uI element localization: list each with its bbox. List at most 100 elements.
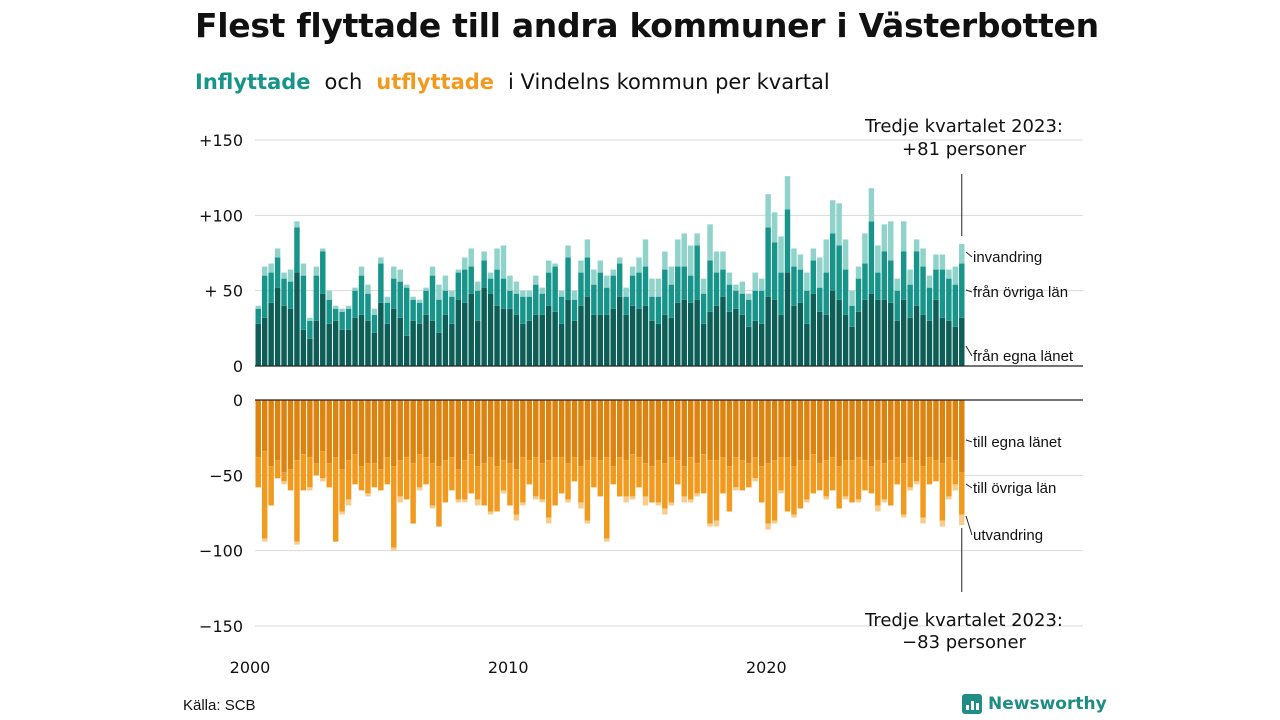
bar-out-utvandring bbox=[687, 499, 694, 503]
x-tick-label: 2010 bbox=[488, 658, 529, 677]
bar-out-till_egna_lanet bbox=[578, 400, 584, 467]
bar-in-fran_egna_lanet bbox=[533, 314, 539, 366]
bar-in-fran_egna_lanet bbox=[771, 299, 778, 366]
bar-out-till_ovriga_lan bbox=[403, 457, 410, 500]
bar-in-fran_ovriga_lan bbox=[752, 290, 758, 321]
bar-in-invandring bbox=[920, 248, 926, 267]
bar-in-fran_egna_lanet bbox=[946, 320, 952, 366]
bar-out-till_ovriga_lan bbox=[255, 457, 261, 488]
bar-out-till_egna_lanet bbox=[320, 400, 326, 452]
bar-in-fran_egna_lanet bbox=[500, 308, 507, 366]
bar-in-invandring bbox=[868, 188, 875, 222]
segment-leader bbox=[965, 483, 973, 489]
bar-out-till_egna_lanet bbox=[959, 400, 965, 473]
bar-out-till_ovriga_lan bbox=[545, 460, 552, 518]
bar-out-till_egna_lanet bbox=[668, 400, 675, 458]
bar-in-fran_egna_lanet bbox=[539, 314, 545, 366]
bar-in-invandring bbox=[403, 284, 410, 288]
bar-out-utvandring bbox=[487, 511, 494, 515]
bar-out-till_ovriga_lan bbox=[584, 460, 591, 521]
bar-out-till_egna_lanet bbox=[926, 400, 933, 458]
bar-out-utvandring bbox=[823, 496, 829, 500]
bar-in-fran_egna_lanet bbox=[371, 332, 378, 366]
bar-in-fran_egna_lanet bbox=[726, 311, 733, 366]
bar-out-till_ovriga_lan bbox=[365, 463, 371, 494]
bar-in-fran_egna_lanet bbox=[468, 293, 474, 366]
bar-in-fran_egna_lanet bbox=[423, 314, 429, 366]
bar-in-fran_egna_lanet bbox=[623, 314, 629, 366]
annotation-out_line2: −83 personer bbox=[902, 632, 1026, 653]
bar-out-till_egna_lanet bbox=[474, 400, 481, 467]
bar-out-till_egna_lanet bbox=[436, 400, 442, 467]
bar-in-fran_egna_lanet bbox=[429, 320, 436, 366]
bar-out-till_egna_lanet bbox=[545, 400, 552, 461]
bar-in-fran_ovriga_lan bbox=[429, 275, 436, 321]
bar-out-till_ovriga_lan bbox=[868, 466, 875, 494]
bar-out-till_egna_lanet bbox=[339, 400, 345, 470]
bar-in-invandring bbox=[900, 221, 907, 252]
segment-label-fran_ovriga_lan: från övriga län bbox=[973, 284, 1068, 301]
bar-in-invandring bbox=[629, 266, 636, 276]
bar-out-till_egna_lanet bbox=[875, 400, 881, 461]
bar-in-fran_ovriga_lan bbox=[733, 290, 739, 309]
bar-in-fran_egna_lanet bbox=[300, 329, 307, 366]
bar-in-invandring bbox=[662, 251, 668, 270]
bar-out-till_egna_lanet bbox=[584, 400, 591, 461]
bar-in-invandring bbox=[746, 293, 752, 300]
newsworthy-logo: Newsworthy bbox=[962, 694, 1107, 714]
bar-in-fran_egna_lanet bbox=[675, 302, 681, 366]
bar-in-fran_ovriga_lan bbox=[287, 281, 294, 309]
bar-out-till_egna_lanet bbox=[591, 400, 597, 458]
bar-in-fran_egna_lanet bbox=[378, 302, 384, 366]
bar-out-till_egna_lanet bbox=[261, 400, 268, 452]
bar-in-fran_egna_lanet bbox=[455, 299, 462, 366]
bar-out-till_egna_lanet bbox=[629, 400, 636, 455]
bar-in-fran_ovriga_lan bbox=[449, 296, 455, 324]
bar-in-fran_egna_lanet bbox=[313, 320, 320, 366]
bar-in-invandring bbox=[687, 245, 694, 276]
bar-out-till_ovriga_lan bbox=[836, 466, 842, 509]
bar-out-till_egna_lanet bbox=[313, 400, 320, 464]
bar-in-invandring bbox=[855, 266, 862, 279]
bar-in-invandring bbox=[707, 224, 713, 261]
bar-in-fran_ovriga_lan bbox=[468, 266, 474, 294]
bar-in-fran_egna_lanet bbox=[875, 299, 881, 366]
bar-in-fran_egna_lanet bbox=[565, 299, 571, 366]
bar-out-utvandring bbox=[565, 499, 571, 503]
bar-in-invandring bbox=[597, 260, 604, 273]
bar-in-fran_ovriga_lan bbox=[829, 233, 836, 291]
segment-label-till_egna_lanet: till egna länet bbox=[973, 434, 1062, 451]
bar-in-fran_egna_lanet bbox=[281, 305, 287, 366]
bar-out-till_egna_lanet bbox=[758, 400, 765, 467]
bar-in-invandring bbox=[274, 248, 281, 258]
bar-out-till_ovriga_lan bbox=[746, 463, 752, 488]
bar-in-invandring bbox=[526, 290, 533, 297]
bar-in-fran_egna_lanet bbox=[358, 314, 365, 366]
bar-in-fran_ovriga_lan bbox=[591, 284, 597, 315]
bar-out-utvandring bbox=[520, 502, 526, 506]
bar-out-till_ovriga_lan bbox=[739, 460, 746, 491]
bar-in-fran_ovriga_lan bbox=[307, 320, 313, 339]
bar-out-till_ovriga_lan bbox=[920, 466, 926, 518]
bar-out-till_egna_lanet bbox=[778, 400, 784, 458]
bar-out-till_egna_lanet bbox=[836, 400, 842, 467]
bar-out-till_ovriga_lan bbox=[784, 457, 791, 512]
bar-in-fran_ovriga_lan bbox=[436, 299, 442, 333]
bar-out-till_egna_lanet bbox=[662, 400, 668, 464]
bar-out-utvandring bbox=[791, 514, 797, 518]
bar-out-till_ovriga_lan bbox=[939, 463, 946, 521]
bar-in-fran_ovriga_lan bbox=[378, 263, 384, 303]
bar-in-fran_egna_lanet bbox=[481, 287, 487, 366]
bar-out-till_ovriga_lan bbox=[758, 466, 765, 503]
bar-out-till_ovriga_lan bbox=[623, 460, 629, 497]
bar-in-fran_ovriga_lan bbox=[552, 266, 558, 312]
bar-out-till_ovriga_lan bbox=[320, 451, 326, 479]
bar-in-fran_egna_lanet bbox=[862, 299, 868, 366]
bar-out-till_egna_lanet bbox=[307, 400, 313, 458]
subtitle-och: och bbox=[324, 70, 363, 94]
bar-in-fran_ovriga_lan bbox=[539, 293, 545, 315]
bar-out-till_egna_lanet bbox=[332, 400, 339, 458]
bar-in-fran_egna_lanet bbox=[487, 293, 494, 366]
bar-in-fran_egna_lanet bbox=[713, 305, 720, 366]
bar-out-till_egna_lanet bbox=[700, 400, 707, 455]
